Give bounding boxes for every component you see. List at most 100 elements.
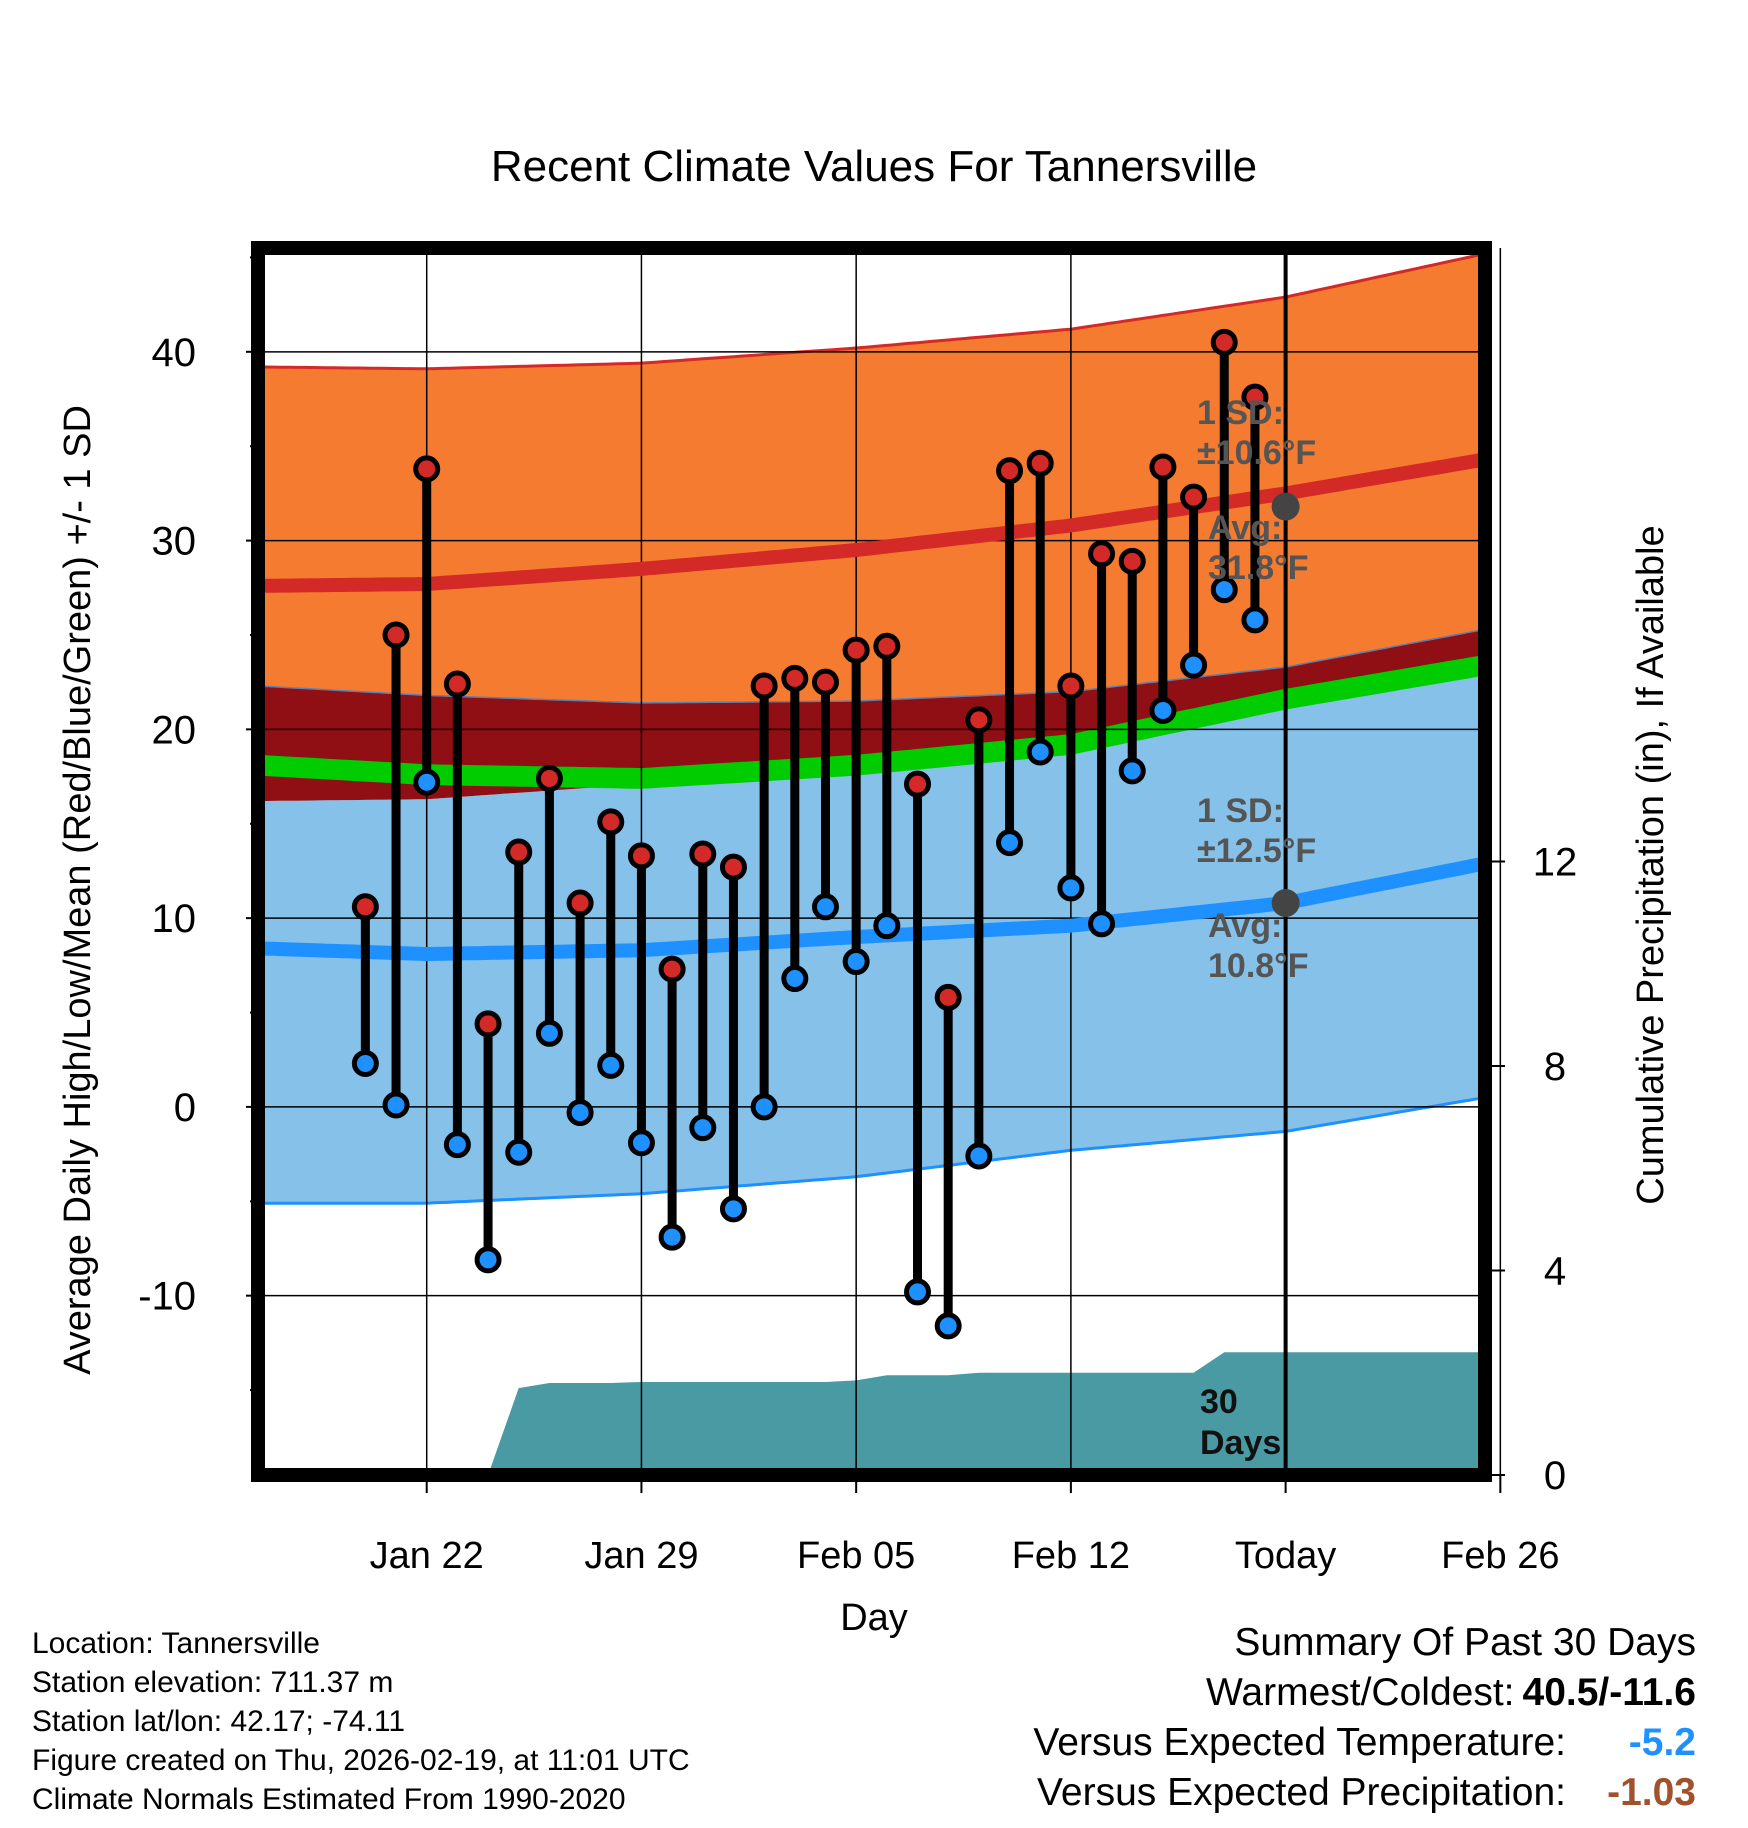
- daily-high-point: [535, 764, 563, 792]
- daily-low-point: [566, 1099, 594, 1127]
- summary-temp: Versus Expected Temperature: -5.2: [1033, 1718, 1696, 1768]
- x-tick-label: Jan 29: [584, 1535, 698, 1577]
- daily-low-point: [382, 1091, 410, 1119]
- low-avg-label: Avg:: [1208, 907, 1282, 945]
- daily-low-point: [1026, 738, 1054, 766]
- y-axis-title: Average Daily High/Low/Mean (Red/Blue/Gr…: [57, 405, 99, 1375]
- y-tick-label: 10: [152, 897, 197, 941]
- daily-high-point: [1210, 328, 1238, 356]
- precip-value: -1.03: [1607, 1771, 1696, 1814]
- daily-low-point: [842, 948, 870, 976]
- low-minus-sd-edge: [258, 1096, 1486, 1205]
- daily-high-point: [965, 706, 993, 734]
- daily-low-point: [934, 1312, 962, 1340]
- daily-low-point: [627, 1129, 655, 1157]
- station-info: Location: Tannersville Station elevation…: [32, 1624, 690, 1819]
- high-plus-sd-edge: [257, 252, 1486, 371]
- location-text: Location: Tannersville: [32, 1627, 320, 1660]
- x-tick-label: Today: [1235, 1535, 1336, 1577]
- daily-high-point: [1149, 453, 1177, 481]
- daily-high-point: [566, 889, 594, 917]
- daily-low-point: [1118, 757, 1146, 785]
- daily-high-point: [996, 457, 1024, 485]
- precip-window-label: 30: [1200, 1383, 1238, 1421]
- overlap-band: [258, 629, 1485, 802]
- daily-low-point: [535, 1019, 563, 1047]
- daily-low-point: [689, 1114, 717, 1142]
- x-tick-label: Feb 05: [797, 1535, 915, 1577]
- daily-high-point: [1026, 449, 1054, 477]
- high-sd-label: 1 SD:: [1197, 394, 1284, 432]
- daily-low-point: [413, 768, 441, 796]
- summary-warm-cold: Warmest/Coldest: 40.5/-11.6: [1033, 1668, 1696, 1718]
- y2-axis-title: Cumulative Precipitation (in), If Availa…: [1630, 525, 1672, 1204]
- warm-cold-value: 40.5/-11.6: [1522, 1671, 1696, 1714]
- low-sd-value: ±12.5°F: [1197, 832, 1316, 870]
- average-lines: [257, 248, 1487, 1475]
- daily-high-point: [1180, 483, 1208, 511]
- daily-observations: [351, 328, 1269, 1340]
- daily-high-point: [1057, 672, 1085, 700]
- precip-window-days: Days: [1200, 1424, 1281, 1462]
- daily-high-point: [934, 983, 962, 1011]
- daily-high-point: [781, 664, 809, 692]
- daily-low-point: [597, 1051, 625, 1079]
- temp-value: -5.2: [1628, 1721, 1696, 1764]
- high-avg-value: 31.8°F: [1208, 549, 1309, 587]
- x-tick-label: Feb 12: [1012, 1535, 1130, 1577]
- daily-high-point: [413, 455, 441, 483]
- daily-low-point: [1210, 576, 1238, 604]
- daily-high-point: [904, 770, 932, 798]
- high-avg-label: Avg:: [1208, 509, 1282, 547]
- y-tick-label: 40: [152, 331, 197, 375]
- daily-low-point: [351, 1049, 379, 1077]
- latlon-text: Station lat/lon: 42.17; -74.11: [32, 1705, 406, 1738]
- precipitation-area: [334, 1352, 1486, 1475]
- normal-bands: [257, 252, 1486, 1205]
- daily-high-point: [658, 955, 686, 983]
- daily-low-point: [904, 1278, 932, 1306]
- y2-tick-label: 8: [1544, 1045, 1566, 1089]
- annotations: 1 SD: ±10.6°F Avg: 31.8°F 1 SD: ±12.5°F …: [1197, 394, 1316, 1462]
- daily-low-point: [965, 1142, 993, 1170]
- warm-cold-label: Warmest/Coldest:: [1206, 1671, 1515, 1714]
- daily-high-point: [382, 621, 410, 649]
- daily-high-point: [474, 1010, 502, 1038]
- axes: -10 0 10 20 30 40 0 4 8 12 Jan 22 Jan 29 Feb 05 Feb 1…: [138, 241, 1578, 1577]
- daily-low-point: [474, 1246, 502, 1274]
- daily-low-point: [658, 1223, 686, 1251]
- daily-low-point: [1057, 874, 1085, 902]
- daily-low-point: [996, 829, 1024, 857]
- y2-tick-label: 12: [1533, 841, 1578, 885]
- daily-low-point: [750, 1093, 778, 1121]
- daily-high-point: [597, 808, 625, 836]
- chart-title: Recent Climate Values For Tannersville: [491, 142, 1257, 191]
- high-minus-sd-edge: [257, 628, 1486, 704]
- daily-high-point: [750, 672, 778, 700]
- daily-high-point: [719, 853, 747, 881]
- mean-band: [258, 654, 1485, 789]
- y2-tick-label: 0: [1544, 1454, 1566, 1498]
- high-sd-value: ±10.6°F: [1197, 434, 1316, 472]
- daily-low-point: [1149, 696, 1177, 724]
- precip-area: [334, 1352, 1486, 1475]
- y-tick-label: 0: [174, 1086, 196, 1130]
- daily-high-point: [505, 838, 533, 866]
- normals-text: Climate Normals Estimated From 1990-2020: [32, 1783, 626, 1816]
- daily-high-point: [689, 840, 717, 868]
- daily-high-point: [842, 636, 870, 664]
- daily-high-point: [351, 893, 379, 921]
- daily-high-point: [873, 632, 901, 660]
- daily-low-point: [873, 912, 901, 940]
- daily-low-point: [505, 1138, 533, 1166]
- daily-low-point: [781, 965, 809, 993]
- created-text: Figure created on Thu, 2026-02-19, at 11…: [32, 1744, 690, 1777]
- daily-high-point: [1241, 383, 1269, 411]
- temp-label: Versus Expected Temperature:: [1033, 1721, 1566, 1764]
- summary-title: Summary Of Past 30 Days: [1234, 1621, 1696, 1664]
- daily-high-point: [443, 670, 471, 698]
- y-tick-label: 20: [152, 708, 197, 752]
- low-avg-today-marker: [1271, 889, 1300, 918]
- daily-low-point: [443, 1131, 471, 1159]
